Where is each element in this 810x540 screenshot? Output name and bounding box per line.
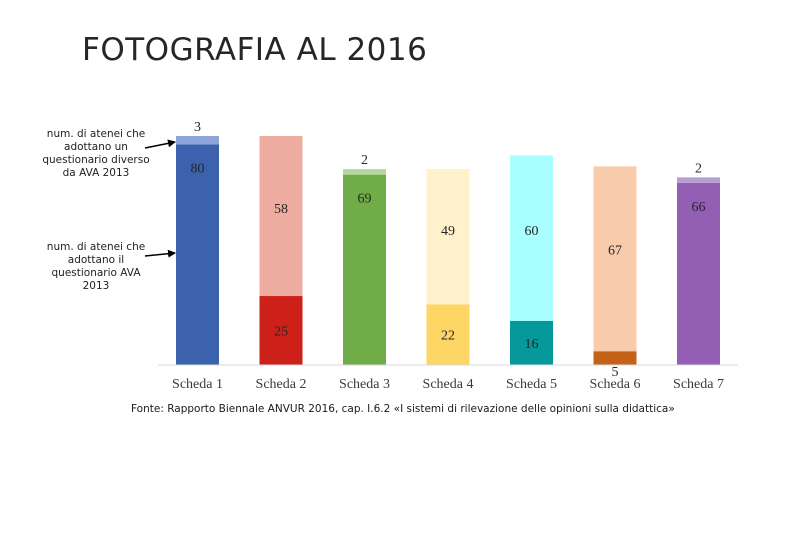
data-label-ava-4: 22: [441, 329, 455, 344]
category-label-2: Scheda 2: [256, 377, 307, 392]
data-label-other-2: 58: [274, 202, 288, 217]
bar-ava-5: [510, 320, 553, 365]
bar-ava-6: [593, 351, 637, 365]
data-label-other-6: 67: [608, 244, 622, 259]
arrow-top: [144, 139, 176, 149]
bar-other-5: [510, 155, 553, 321]
bar-other-6: [593, 166, 637, 352]
bar-ava-2: [259, 296, 303, 365]
data-label-ava-7: 66: [692, 200, 706, 215]
arrow-bottom: [144, 249, 176, 258]
category-label-1: Scheda 1: [172, 377, 223, 392]
bar-other-7: [677, 177, 720, 183]
data-label-other-5: 60: [525, 224, 539, 239]
annotation-other-questionnaire: num. di atenei che adottano un questiona…: [42, 128, 150, 179]
category-label-3: Scheda 3: [339, 377, 390, 392]
category-label-7: Scheda 7: [673, 377, 724, 392]
bar-other-4: [426, 169, 470, 305]
category-label-5: Scheda 5: [506, 377, 557, 392]
bar-other-2: [259, 136, 303, 297]
data-label-ava-3: 69: [358, 192, 372, 207]
bar-ava-1: [176, 144, 219, 365]
data-label-other-4: 49: [441, 224, 455, 239]
category-label-6: Scheda 6: [590, 377, 641, 392]
data-label-ava-1: 80: [191, 161, 205, 176]
slide-title: FOTOGRAFIA AL 2016: [82, 32, 428, 68]
data-label-ava-5: 16: [525, 337, 539, 352]
bar-other-1: [176, 136, 219, 145]
source-note: Fonte: Rapporto Biennale ANVUR 2016, cap…: [131, 403, 675, 415]
bar-other-3: [343, 169, 386, 175]
bar-ava-3: [343, 174, 386, 365]
category-label-4: Scheda 4: [423, 377, 474, 392]
data-label-other-7: 2: [695, 161, 702, 176]
bar-ava-7: [677, 182, 720, 365]
annotation-ava-questionnaire: num. di atenei che adottano il questiona…: [46, 241, 146, 292]
data-label-other-1: 3: [194, 120, 201, 135]
bar-ava-4: [426, 304, 470, 365]
data-label-ava-2: 25: [274, 325, 288, 340]
data-label-other-3: 2: [361, 153, 368, 168]
data-label-ava-6: 5: [612, 365, 619, 380]
